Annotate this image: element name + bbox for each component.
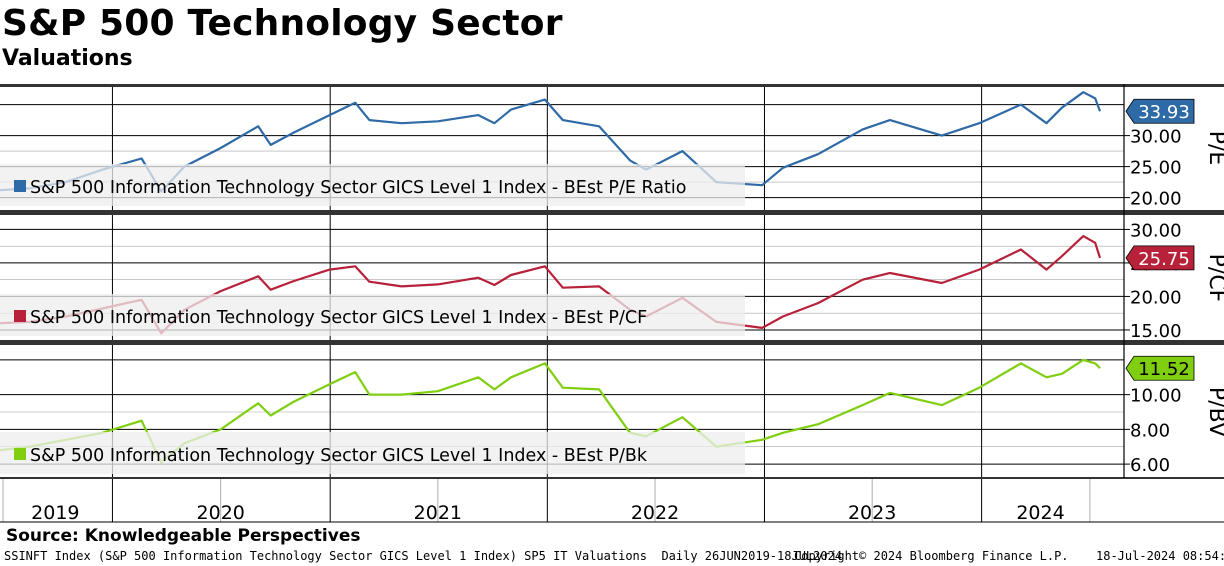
- y-tick-label: 20.00: [1130, 189, 1182, 210]
- source-note: Source: Knowledgeable Perspectives: [6, 526, 361, 546]
- chart-panels: 20.00 25.00 30.00 S&P 500 Information Techn…: [0, 91, 1224, 476]
- y-tick-label: 10.00: [1130, 386, 1182, 407]
- footer-timestamp: 18-Jul-2024 08:54:26: [1096, 549, 1224, 563]
- legend-label: S&P 500 Information Technology Sector GI…: [30, 178, 686, 198]
- footer-description: SSINFT Index (S&P 500 Information Techno…: [4, 549, 843, 563]
- y-axis-label: P/CF: [1204, 254, 1224, 303]
- y-tick-label: 15.00: [1130, 321, 1182, 342]
- last-value-tag: [1125, 355, 1195, 381]
- x-tick-label: 2023: [848, 502, 896, 524]
- x-tick-label: 2020: [197, 502, 245, 524]
- panel-separator: [0, 477, 1224, 479]
- last-value-label: 33.93: [1138, 102, 1190, 123]
- panel-p-e: 20.00 25.00 30.00 S&P 500 Information Techn…: [0, 91, 1224, 210]
- y-tick-label: 30.00: [1130, 220, 1182, 241]
- page-title: S&P 500 Technology Sector: [2, 3, 563, 44]
- x-tick-label: 2022: [631, 502, 679, 524]
- last-value-label: 11.52: [1138, 359, 1190, 380]
- legend-swatch: [14, 310, 26, 322]
- last-value-label: 25.75: [1138, 249, 1190, 270]
- last-value-tag: [1125, 98, 1195, 124]
- legend-swatch: [14, 448, 26, 460]
- y-tick-label: 20.00: [1130, 287, 1182, 308]
- x-tick-label: 2019: [31, 502, 79, 524]
- legend-swatch: [14, 180, 26, 192]
- legend-label: S&P 500 Information Technology Sector GI…: [30, 446, 648, 466]
- panel-separator: [0, 340, 1224, 345]
- footer-copyright: Copyright© 2024 Bloomberg Finance L.P.: [794, 549, 1069, 563]
- panel-separator: [0, 84, 1224, 87]
- series-line: [0, 91, 1102, 193]
- panel-separators: [0, 84, 1224, 479]
- y-axis-label: P/E: [1204, 131, 1224, 166]
- x-tick-label: 2021: [414, 502, 462, 524]
- x-axis: 2019 2020 2021 2022 2023 2024: [0, 502, 1224, 524]
- last-value-tag: [1125, 245, 1195, 271]
- page-subtitle: Valuations: [2, 46, 133, 71]
- y-tick-label: 6.00: [1130, 455, 1170, 476]
- legend-background: [0, 432, 745, 474]
- y-tick-label: 8.00: [1130, 420, 1170, 441]
- y-tick-label: 25.00: [1130, 158, 1182, 179]
- panel-p-bv: 6.00 8.00 10.00 S&P 500 Information Technol…: [0, 355, 1224, 476]
- x-tick-label: 2024: [1016, 502, 1064, 524]
- legend-background: [0, 164, 745, 206]
- panel-separator: [0, 210, 1224, 215]
- legend-background: [0, 294, 745, 336]
- y-axis-label: P/BV: [1204, 387, 1224, 437]
- y-tick-label: 30.00: [1130, 127, 1182, 148]
- legend-label: S&P 500 Information Technology Sector GI…: [30, 308, 647, 328]
